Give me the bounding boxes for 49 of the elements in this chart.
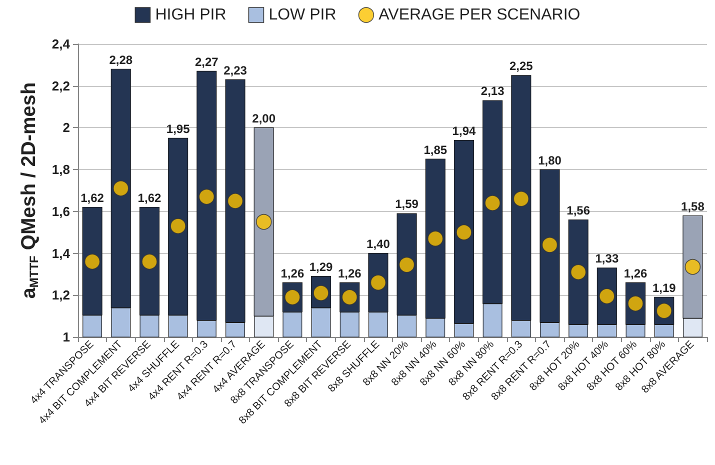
data-label: 1,94 bbox=[452, 124, 476, 138]
data-label: 1,85 bbox=[424, 142, 448, 157]
data-label: 1,40 bbox=[366, 236, 390, 251]
point bbox=[484, 195, 500, 211]
y-tick-label: 1 bbox=[62, 330, 70, 344]
data-label: 2,28 bbox=[109, 52, 133, 67]
point bbox=[84, 254, 100, 270]
data-label: 1,26 bbox=[338, 266, 362, 280]
legend-label: LOW PIR bbox=[268, 6, 336, 24]
data-label: 1,95 bbox=[166, 122, 190, 136]
point bbox=[428, 230, 444, 247]
point bbox=[570, 264, 586, 280]
y-tick-label: 2 bbox=[62, 120, 70, 136]
point bbox=[170, 218, 186, 234]
legend-label: HIGH PIR bbox=[155, 6, 226, 24]
data-label: 1,26 bbox=[280, 266, 304, 280]
data-label: 2,23 bbox=[224, 63, 248, 78]
point bbox=[542, 237, 558, 253]
y-tick-label: 1,6 bbox=[52, 204, 70, 219]
data-label: 2,13 bbox=[480, 84, 505, 98]
y-tick-label: 1,4 bbox=[52, 246, 71, 261]
y-tick-label: 1,2 bbox=[52, 288, 70, 303]
data-label: 1,56 bbox=[566, 204, 590, 218]
point bbox=[227, 193, 244, 209]
data-label: 1,29 bbox=[309, 260, 334, 274]
point bbox=[198, 188, 215, 205]
y-axis-title: aMTTF QMesh / 2D-mesh bbox=[18, 82, 41, 299]
y-tick-label: 2,4 bbox=[52, 36, 71, 52]
data-label: 1,59 bbox=[395, 197, 419, 212]
point bbox=[456, 224, 472, 240]
point bbox=[513, 190, 530, 207]
data-label: 1,58 bbox=[681, 199, 705, 214]
point bbox=[142, 254, 158, 270]
point bbox=[398, 256, 415, 273]
data-label: 2,25 bbox=[509, 59, 534, 74]
data-label: 1,33 bbox=[595, 252, 619, 266]
legend-label: AVERAGE PER SCENARIO bbox=[378, 6, 580, 24]
data-label: 1,26 bbox=[624, 266, 648, 280]
point bbox=[113, 180, 129, 196]
data-label: 2,00 bbox=[252, 111, 276, 126]
data-label: 1,62 bbox=[80, 190, 104, 205]
y-tick-label: 1,8 bbox=[52, 162, 70, 178]
point bbox=[684, 258, 701, 275]
data-label: 1,80 bbox=[538, 153, 562, 168]
point bbox=[256, 214, 272, 230]
data-label: 1,19 bbox=[652, 280, 676, 295]
data-label: 2,27 bbox=[194, 54, 219, 69]
y-tick-label: 2,2 bbox=[52, 78, 70, 94]
data-label: 1,62 bbox=[138, 190, 162, 205]
